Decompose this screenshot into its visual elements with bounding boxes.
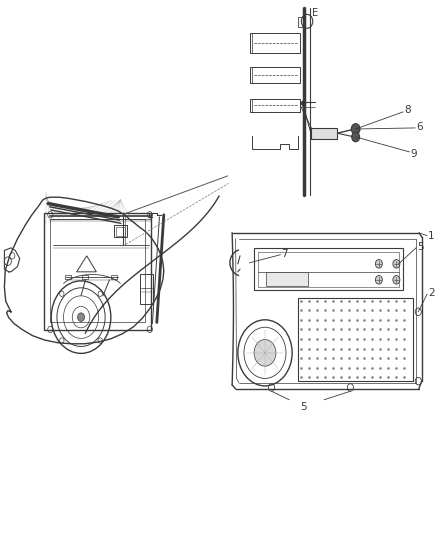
Bar	[250, 99, 300, 112]
Text: 9: 9	[411, 149, 417, 158]
Text: 1: 1	[428, 231, 434, 240]
Circle shape	[393, 260, 400, 268]
Text: 6: 6	[417, 122, 423, 132]
Bar	[116, 227, 125, 236]
Text: 5: 5	[300, 402, 307, 413]
Bar	[111, 275, 117, 279]
Bar	[298, 298, 413, 381]
Circle shape	[393, 276, 400, 284]
Text: E: E	[312, 9, 318, 18]
Bar	[254, 248, 403, 290]
Bar	[258, 252, 399, 287]
Circle shape	[375, 260, 382, 268]
Circle shape	[352, 132, 360, 142]
Circle shape	[351, 124, 360, 134]
Bar	[65, 275, 71, 279]
Bar	[266, 272, 308, 286]
Text: 7: 7	[281, 249, 288, 259]
Bar	[250, 33, 300, 53]
Bar	[250, 67, 300, 83]
Bar	[114, 225, 127, 237]
Bar	[140, 274, 153, 304]
Bar	[298, 17, 303, 27]
Circle shape	[78, 313, 85, 321]
Bar	[44, 213, 151, 330]
Circle shape	[301, 101, 306, 106]
Circle shape	[375, 276, 382, 284]
Circle shape	[254, 340, 276, 366]
Text: 5: 5	[417, 242, 424, 252]
Text: 2: 2	[428, 288, 434, 298]
Bar	[311, 128, 337, 139]
Text: 8: 8	[404, 106, 411, 115]
Bar	[82, 275, 88, 279]
